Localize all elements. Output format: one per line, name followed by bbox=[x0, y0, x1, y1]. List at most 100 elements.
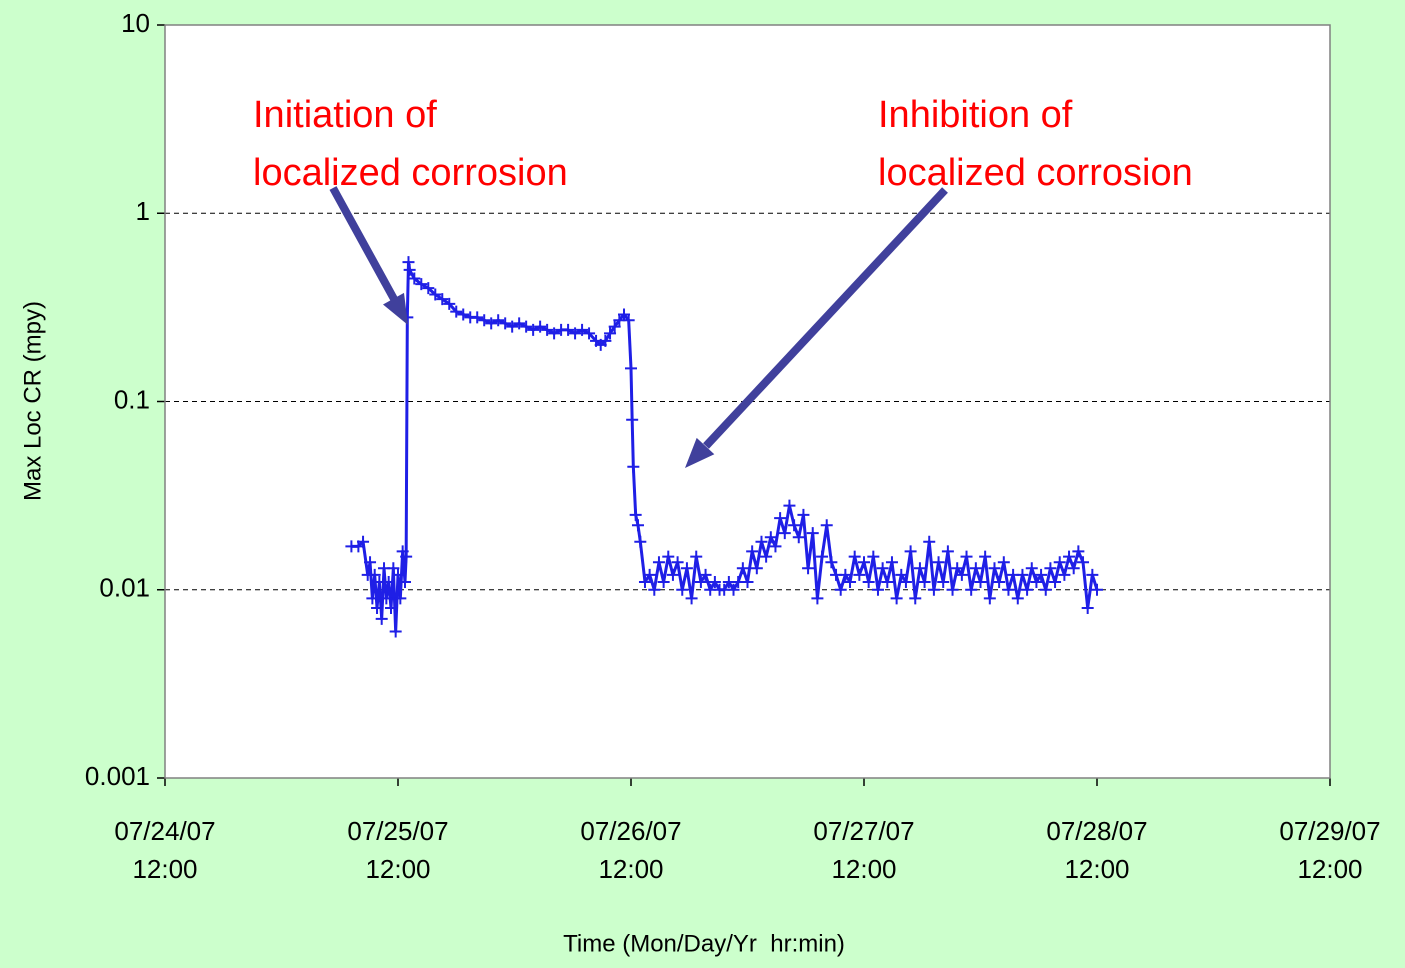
annotation: Inhibition of bbox=[878, 94, 1073, 136]
point-marker bbox=[974, 575, 987, 588]
point-marker bbox=[604, 327, 617, 340]
point-marker bbox=[690, 550, 703, 563]
point-marker bbox=[806, 527, 819, 540]
point-marker bbox=[671, 556, 684, 569]
arrow-head bbox=[685, 437, 715, 468]
point-marker bbox=[394, 592, 407, 605]
point-marker bbox=[562, 323, 575, 336]
point-marker bbox=[862, 575, 875, 588]
x-tick-label-line: 07/25/07 bbox=[347, 816, 448, 846]
point-marker bbox=[955, 568, 968, 581]
point-marker bbox=[622, 314, 635, 327]
point-marker bbox=[548, 327, 561, 340]
point-marker bbox=[527, 323, 540, 336]
point-marker bbox=[969, 562, 982, 575]
point-marker bbox=[951, 562, 964, 575]
point-marker bbox=[741, 575, 754, 588]
point-marker bbox=[1049, 575, 1062, 588]
x-tick-label: 07/25/07 12:00 bbox=[347, 816, 448, 884]
point-marker bbox=[471, 311, 484, 324]
point-marker bbox=[666, 568, 679, 581]
point-marker bbox=[960, 550, 973, 563]
point-marker bbox=[371, 601, 384, 614]
x-tick-label: 07/29/07 12:00 bbox=[1279, 816, 1380, 884]
annotation: localized corrosion bbox=[253, 152, 568, 194]
point-marker bbox=[764, 531, 777, 544]
point-marker bbox=[1053, 556, 1066, 569]
point-marker bbox=[871, 583, 884, 596]
point-marker bbox=[788, 519, 801, 532]
point-marker bbox=[1011, 592, 1024, 605]
point-marker bbox=[1072, 545, 1085, 558]
y-tick-label: 1 bbox=[136, 196, 150, 226]
x-tick-label-line: 07/24/07 bbox=[114, 816, 215, 846]
point-marker bbox=[652, 556, 665, 569]
point-marker bbox=[867, 550, 880, 563]
point-marker bbox=[1035, 568, 1048, 581]
point-marker bbox=[811, 592, 824, 605]
point-marker bbox=[983, 592, 996, 605]
point-marker bbox=[1063, 550, 1076, 563]
point-marker bbox=[694, 575, 707, 588]
point-marker bbox=[839, 568, 852, 581]
x-tick-label: 07/27/07 12:00 bbox=[813, 816, 914, 884]
point-marker bbox=[631, 519, 644, 532]
point-marker bbox=[909, 592, 922, 605]
y-tick-label: 0.1 bbox=[114, 384, 150, 414]
point-marker bbox=[392, 568, 404, 581]
arrow-head bbox=[383, 292, 408, 325]
point-marker bbox=[858, 556, 870, 569]
point-marker bbox=[746, 545, 759, 558]
point-marker bbox=[638, 575, 651, 588]
point-marker bbox=[643, 568, 656, 581]
point-marker bbox=[478, 314, 491, 327]
point-marker bbox=[997, 556, 1010, 569]
point-marker bbox=[485, 317, 498, 330]
point-marker bbox=[937, 575, 950, 588]
point-marker bbox=[755, 535, 768, 548]
point-marker bbox=[408, 272, 421, 285]
x-tick-label-line: 12:00 bbox=[831, 854, 896, 884]
point-marker bbox=[699, 568, 712, 581]
point-marker bbox=[923, 535, 936, 548]
point-marker bbox=[450, 305, 463, 318]
point-marker bbox=[626, 413, 639, 426]
point-marker bbox=[627, 460, 640, 473]
point-marker bbox=[816, 550, 829, 563]
point-marker bbox=[904, 545, 917, 558]
point-marker bbox=[825, 556, 838, 569]
point-marker bbox=[820, 519, 833, 532]
point-marker bbox=[769, 540, 782, 553]
annotation: localized corrosion bbox=[878, 152, 1193, 194]
point-marker bbox=[534, 320, 547, 333]
point-marker bbox=[387, 562, 400, 575]
x-tick-label-line: 12:00 bbox=[132, 854, 197, 884]
x-tick-label-line: 07/28/07 bbox=[1046, 816, 1147, 846]
point-marker bbox=[802, 562, 815, 575]
point-marker bbox=[913, 562, 926, 575]
point-marker bbox=[1030, 575, 1043, 588]
y-tick-label: 10 bbox=[121, 8, 150, 38]
point-marker bbox=[657, 575, 670, 588]
x-tick-label-line: 12:00 bbox=[365, 854, 430, 884]
point-marker bbox=[853, 568, 866, 581]
point-marker bbox=[685, 592, 698, 605]
point-marker bbox=[400, 550, 413, 563]
point-marker bbox=[708, 575, 721, 588]
point-marker bbox=[941, 545, 954, 558]
x-tick-label-line: 07/26/07 bbox=[580, 816, 681, 846]
point-marker bbox=[760, 550, 773, 563]
point-marker bbox=[576, 323, 589, 336]
grid bbox=[157, 24, 1331, 786]
y-tick-label: 0.001 bbox=[85, 761, 150, 791]
point-marker bbox=[797, 508, 810, 521]
x-tick-label: 07/26/07 12:00 bbox=[580, 816, 681, 884]
point-marker bbox=[389, 625, 402, 638]
point-marker bbox=[569, 327, 582, 340]
point-marker bbox=[662, 550, 675, 563]
point-marker bbox=[876, 562, 889, 575]
point-marker bbox=[881, 575, 894, 588]
point-marker bbox=[1039, 583, 1052, 596]
point-marker bbox=[792, 531, 805, 544]
